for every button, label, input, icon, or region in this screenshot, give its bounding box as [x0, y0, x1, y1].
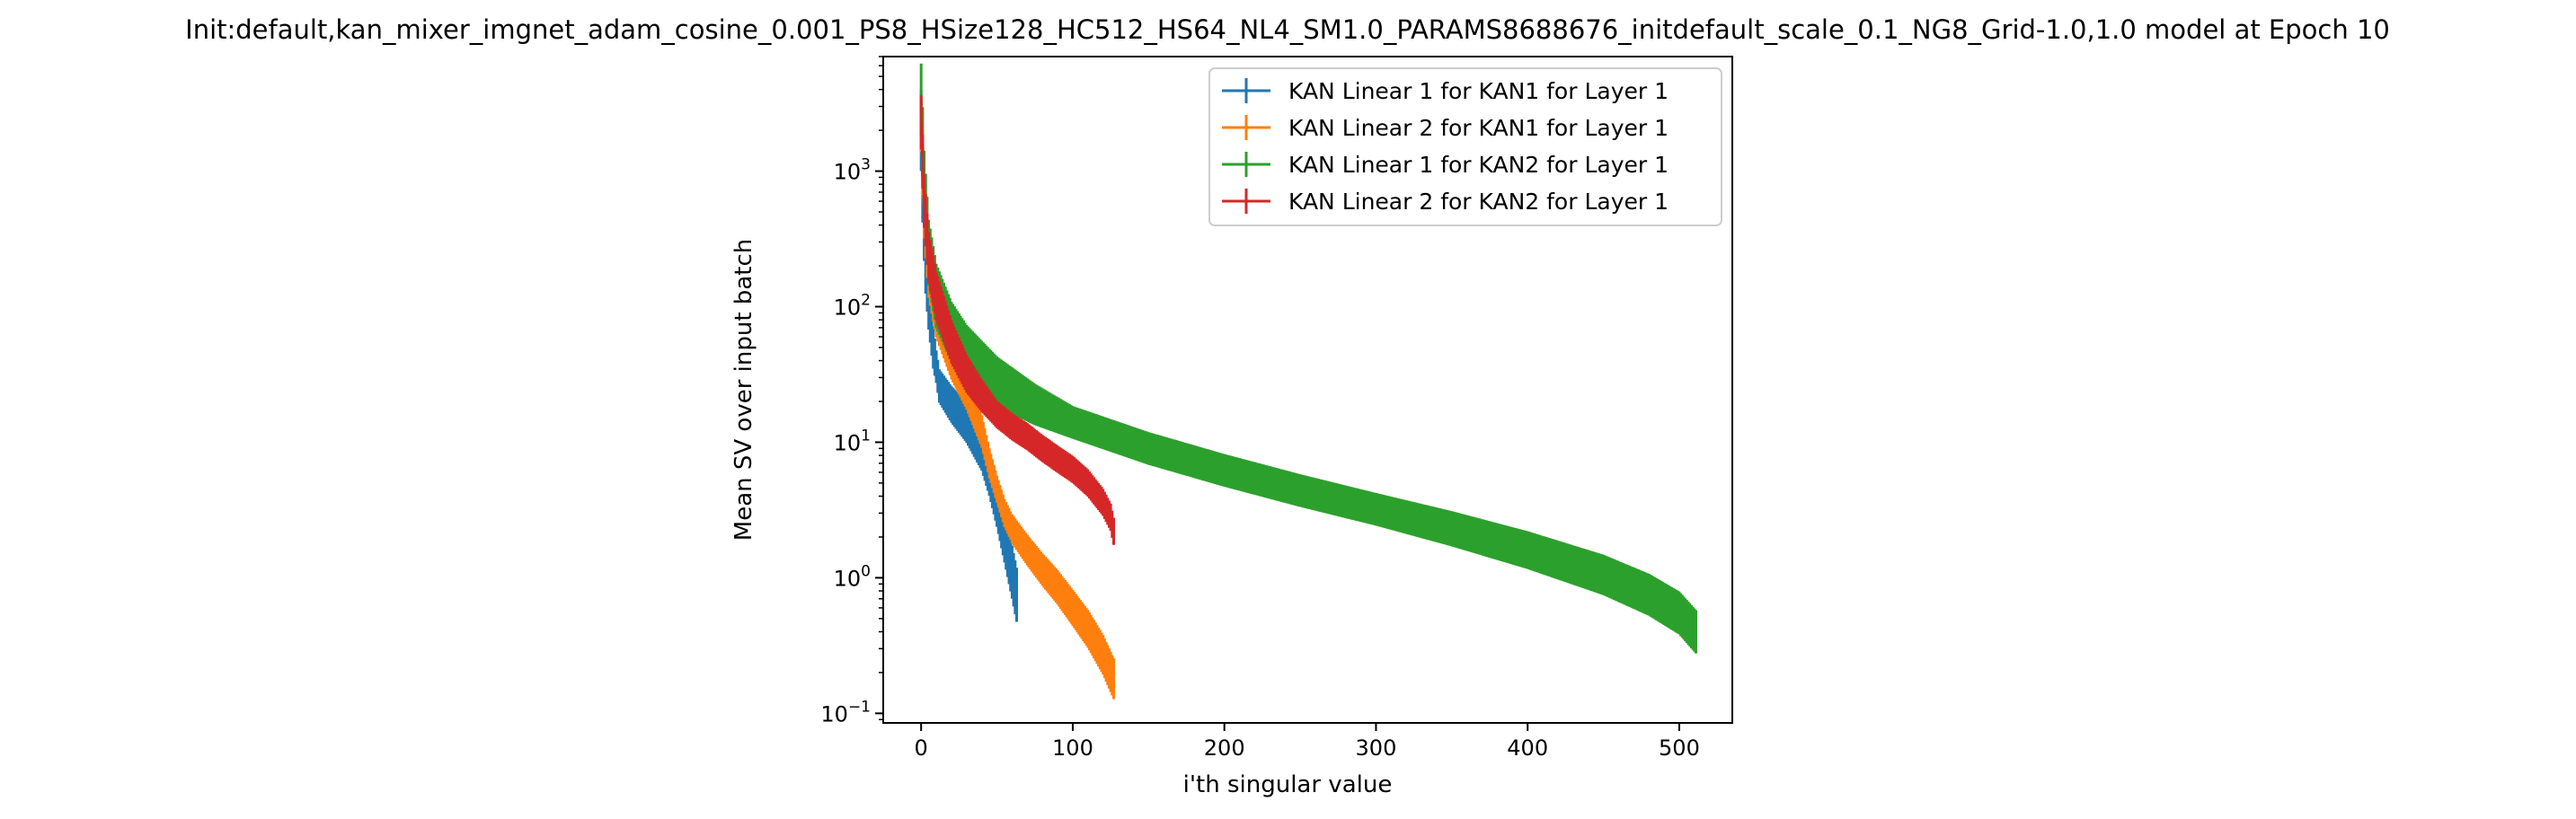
legend: KAN Linear 1 for KAN1 for Layer 1 KAN Lin… [1208, 67, 1722, 226]
legend-frame [1208, 67, 1722, 226]
series-3-line [919, 97, 1697, 633]
legend-item-3: KAN Linear 1 for KAN2 for Layer 1 [1222, 152, 1669, 178]
series-4-error-path [919, 94, 1115, 545]
y-axis: 10−1 100 101 102 103 [820, 56, 883, 727]
plot-area-frame [882, 56, 1733, 724]
x-axis-label: i'th singular value [1183, 771, 1393, 798]
legend-label: KAN Linear 1 for KAN2 for Layer 1 [1288, 152, 1669, 178]
x-tick-label: 0 [915, 735, 928, 761]
series-4-error-bars [919, 94, 1115, 545]
y-tick-label: 102 [834, 292, 871, 321]
x-tick-label: 400 [1507, 735, 1548, 761]
series-4-line [919, 121, 1115, 533]
y-tick-label: 101 [834, 427, 871, 455]
legend-item-2: KAN Linear 2 for KAN1 for Layer 1 [1222, 115, 1669, 141]
series-layer [919, 63, 1697, 700]
x-tick-label: 300 [1356, 735, 1397, 761]
legend-item-4: KAN Linear 2 for KAN2 for Layer 1 [1222, 189, 1669, 215]
y-tick-label: 100 [834, 562, 871, 591]
series-1-line [919, 130, 1018, 595]
legend-label: KAN Linear 1 for KAN1 for Layer 1 [1288, 78, 1669, 104]
series-3 [919, 63, 1697, 654]
x-axis: 0 100 200 300 400 500 [915, 723, 1700, 761]
y-tick-label: 10−1 [820, 698, 871, 727]
chart-title: Init:default,kan_mixer_imgnet_adam_cosin… [185, 14, 2390, 45]
x-tick-label: 100 [1052, 735, 1093, 761]
legend-label: KAN Linear 2 for KAN2 for Layer 1 [1288, 189, 1669, 215]
y-axis-label: Mean SV over input batch [730, 239, 757, 541]
x-tick-label: 500 [1659, 735, 1700, 761]
legend-item-1: KAN Linear 1 for KAN1 for Layer 1 [1222, 78, 1669, 104]
y-tick-label: 103 [834, 156, 871, 185]
legend-label: KAN Linear 2 for KAN1 for Layer 1 [1288, 115, 1669, 141]
series-4 [919, 94, 1115, 545]
x-tick-label: 200 [1204, 735, 1245, 761]
